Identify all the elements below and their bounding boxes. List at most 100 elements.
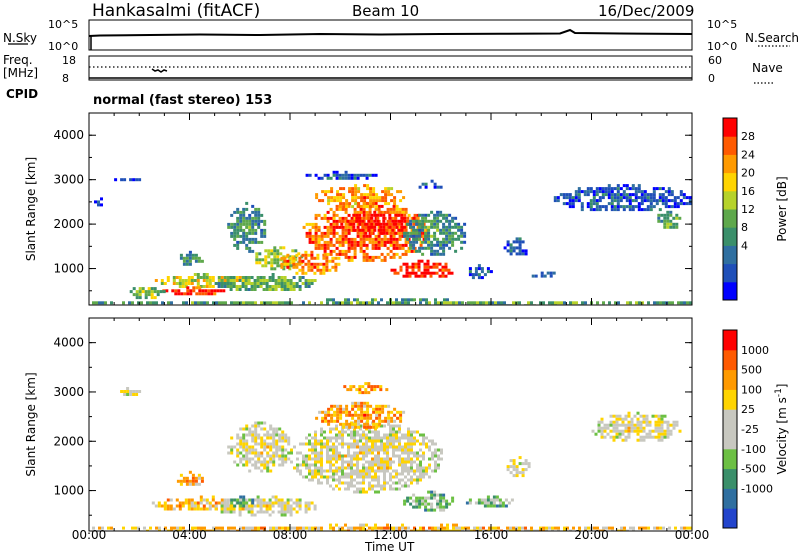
data-cell	[600, 417, 604, 421]
data-cell	[509, 526, 512, 530]
data-cell	[245, 219, 249, 223]
data-cell	[663, 435, 667, 439]
data-cell	[244, 285, 248, 288]
data-cell	[239, 228, 243, 232]
data-cell	[634, 193, 638, 197]
data-cell	[424, 508, 428, 512]
data-cell	[335, 469, 338, 473]
data-cell	[316, 262, 320, 266]
data-cell	[486, 267, 490, 271]
data-cell	[251, 301, 254, 305]
data-cell	[314, 430, 317, 434]
data-cell	[419, 466, 422, 470]
data-cell	[332, 249, 336, 253]
data-cell	[229, 510, 233, 514]
data-cell	[347, 225, 351, 229]
data-cell	[275, 427, 279, 431]
data-cell	[416, 475, 419, 479]
data-cell	[448, 234, 452, 238]
data-cell	[245, 433, 249, 437]
data-cell	[372, 193, 376, 197]
data-cell	[280, 282, 284, 285]
data-cell	[415, 222, 419, 226]
data-cell	[500, 301, 503, 305]
data-cell	[598, 190, 602, 194]
data-cell	[362, 481, 365, 485]
data-cell	[434, 529, 437, 531]
data-cell	[263, 439, 267, 443]
data-cell	[608, 526, 611, 530]
data-cell	[401, 207, 405, 211]
data-cell	[379, 231, 383, 235]
data-cell	[323, 442, 326, 446]
data-cell	[320, 243, 324, 247]
data-cell	[383, 436, 386, 440]
data-cell	[386, 246, 390, 250]
data-cell	[304, 501, 308, 505]
data-cell	[486, 495, 490, 499]
data-cell	[388, 222, 392, 226]
data-cell	[494, 529, 497, 531]
data-cell	[364, 382, 368, 386]
data-cell	[336, 190, 340, 194]
data-cell	[604, 205, 608, 209]
data-cell	[415, 240, 419, 244]
data-cell	[460, 225, 464, 229]
data-cell	[304, 256, 308, 260]
data-cell	[284, 433, 288, 437]
data-cell	[445, 243, 449, 247]
data-cell	[242, 301, 245, 305]
data-cell	[413, 529, 416, 531]
data-cell	[361, 222, 365, 226]
data-cell	[433, 493, 437, 497]
data-cell	[313, 271, 317, 275]
data-cell	[193, 273, 197, 276]
data-cell	[655, 187, 659, 191]
data-cell	[401, 243, 405, 247]
data-cell	[439, 499, 443, 503]
data-cell	[445, 213, 449, 217]
data-cell	[531, 274, 535, 278]
data-cell	[193, 507, 197, 511]
data-cell	[341, 475, 344, 479]
data-cell	[346, 388, 350, 392]
data-cell	[424, 231, 428, 235]
data-cell	[424, 505, 428, 509]
data-cell	[251, 498, 255, 502]
data-cell	[601, 196, 605, 200]
data-cell	[689, 301, 692, 305]
data-cell	[253, 288, 257, 291]
data-cell	[351, 401, 355, 405]
data-cell	[284, 454, 288, 458]
data-cell	[413, 213, 417, 217]
data-cell	[663, 216, 667, 220]
data-cell	[353, 237, 357, 241]
data-cell	[272, 301, 275, 305]
data-cell	[314, 460, 317, 464]
data-cell	[362, 234, 366, 238]
data-cell	[439, 219, 443, 223]
data-cell	[232, 279, 236, 282]
data-cell	[527, 301, 530, 305]
data-cell	[184, 279, 188, 282]
data-cell	[373, 213, 377, 217]
data-cell	[207, 289, 211, 293]
data-cell	[565, 202, 569, 206]
data-cell	[310, 256, 314, 260]
data-cell	[185, 476, 189, 480]
data-cell	[556, 196, 560, 200]
y-tick-label: 2000	[53, 434, 84, 448]
data-cell	[311, 442, 314, 446]
data-cell	[419, 433, 422, 437]
data-cell	[494, 526, 497, 530]
colorbar-segment	[723, 468, 737, 489]
data-cell	[196, 501, 200, 505]
data-cell	[239, 442, 243, 446]
data-cell	[363, 410, 367, 414]
data-cell	[342, 196, 346, 200]
data-cell	[339, 404, 343, 408]
data-cell	[135, 178, 139, 182]
data-cell	[242, 219, 246, 223]
data-cell	[436, 216, 440, 220]
data-cell	[359, 451, 362, 455]
